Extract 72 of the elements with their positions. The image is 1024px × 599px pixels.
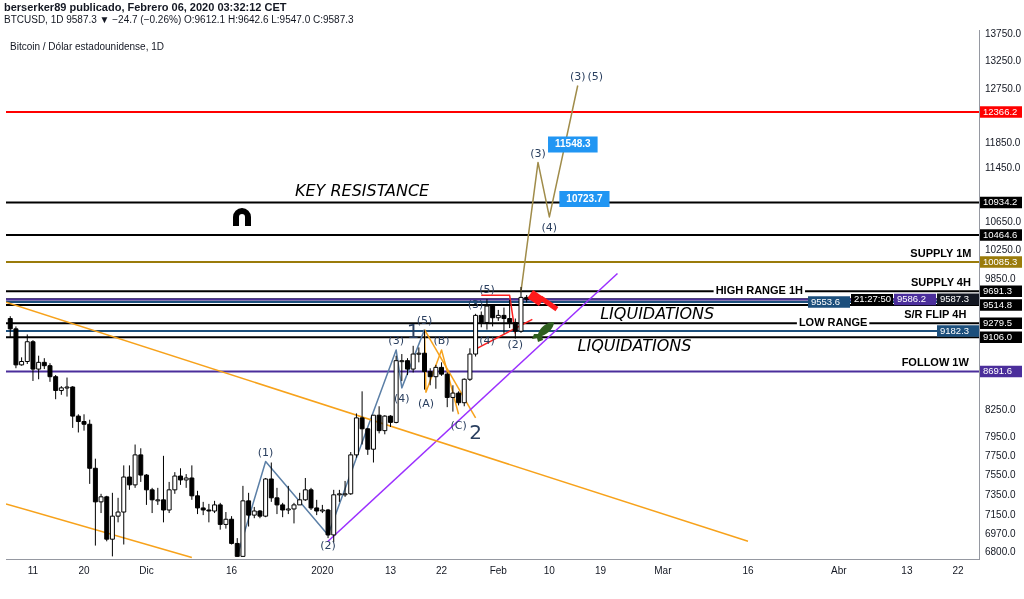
annotation: (1): [257, 445, 274, 459]
x-tick-label: 10: [543, 564, 556, 576]
x-tick-label: 22: [952, 564, 964, 576]
y-tick-label: 6970.0: [985, 527, 1017, 539]
chart-subtitle: BTCUSD, 1D 9587.3 ▼ −24.7 (−0.26%) O:9612.1 H:9642.6 L:9547.0 C:9587.3: [4, 14, 354, 25]
ref-line-label: 9586.2: [897, 293, 927, 305]
annotation: (5): [587, 69, 604, 83]
y-tick-label: 9850.0: [985, 273, 1017, 285]
y-tick-label: 11850.0: [985, 137, 1021, 149]
ref-line-label: 10934.2: [983, 196, 1018, 208]
x-tick-label: 22: [435, 564, 448, 576]
ref-line-label: 9587.3: [940, 292, 970, 304]
x-tick-label: 2020: [311, 564, 334, 576]
annotation: (2): [507, 338, 524, 352]
data-label: 10723.7: [566, 192, 603, 204]
annotation: (3): [530, 146, 546, 160]
ref-line-label: 8691.6: [983, 365, 1013, 377]
ref-line-label: 9106.0: [983, 330, 1013, 342]
y-tick-label: 10650.0: [985, 215, 1022, 227]
y-tick-label: 13750.0: [985, 27, 1022, 39]
ref-line-label: 10464.6: [983, 228, 1018, 240]
x-tick-label: Dic: [139, 564, 154, 576]
y-tick-label: 7950.0: [985, 430, 1017, 442]
y-tick-label: 6800.0: [985, 545, 1017, 557]
annotation: (B): [433, 334, 450, 348]
annotation: LOW RANGE: [798, 315, 868, 328]
annotation: FOLLOW 1W: [901, 356, 970, 368]
x-tick-label: 20: [78, 564, 91, 576]
ref-line-label: 9553.6: [811, 295, 841, 307]
annotation: HIGH RANGE 1H: [715, 283, 804, 296]
y-tick-label: 7150.0: [985, 508, 1017, 520]
x-tick-label: Abr: [831, 564, 848, 576]
annotation: (A): [417, 396, 434, 410]
annotation: SUPPLY 1M: [910, 246, 972, 259]
annotation: (3): [569, 69, 586, 83]
ref-line-label: 9691.3: [983, 284, 1013, 296]
annotation: Bitcoin / Dólar estadounidense, 1D: [10, 40, 164, 52]
ref-line-label: 9279.5: [983, 316, 1013, 328]
y-tick-label: 8250.0: [985, 403, 1017, 415]
y-tick-label: 11450.0: [985, 162, 1021, 174]
ref-line-label: 12366.2: [983, 105, 1018, 117]
annotation: S/R FLIP 4H: [904, 307, 967, 320]
x-tick-label: 16: [226, 564, 238, 576]
annotation: LIQUIDATIONS: [577, 336, 692, 356]
annotation: (3): [467, 298, 484, 312]
ref-line-label: 10085.3: [983, 255, 1018, 267]
x-tick-label: 13: [384, 564, 397, 576]
y-tick-label: 7750.0: [985, 449, 1017, 461]
annotation: LIQUIDATIONS: [600, 304, 715, 324]
y-tick-label: 7350.0: [985, 488, 1017, 500]
ref-line-label: 9182.3: [940, 324, 970, 336]
annotation: KEY RESISTANCE: [294, 180, 431, 200]
annotation: 21:27:50: [854, 293, 891, 305]
ref-line-label: 9514.8: [983, 298, 1013, 310]
annotation: (3): [388, 334, 404, 348]
annotation: SUPPLY 4H: [910, 275, 971, 288]
annotation: (C): [450, 418, 467, 432]
y-tick-label: 7550.0: [985, 468, 1017, 480]
chart-title: berserker89 publicado, Febrero 06, 2020 03:32:12 CET: [4, 1, 287, 13]
x-tick-label: 19: [594, 564, 607, 576]
x-tick-label: Mar: [654, 564, 673, 576]
y-tick-label: 12750.0: [985, 83, 1022, 95]
annotation: (4): [541, 221, 558, 235]
x-tick-label: 16: [742, 564, 754, 576]
x-tick-label: 13: [901, 564, 913, 576]
y-tick-label: 10250.0: [985, 243, 1022, 255]
y-tick-label: 13250.0: [985, 55, 1022, 66]
x-tick-label: 11: [27, 564, 39, 576]
x-tick-label: Feb: [489, 564, 508, 576]
annotation: (2): [320, 539, 336, 553]
annotation: 2: [469, 420, 482, 445]
data-label: 11548.3: [555, 138, 592, 150]
